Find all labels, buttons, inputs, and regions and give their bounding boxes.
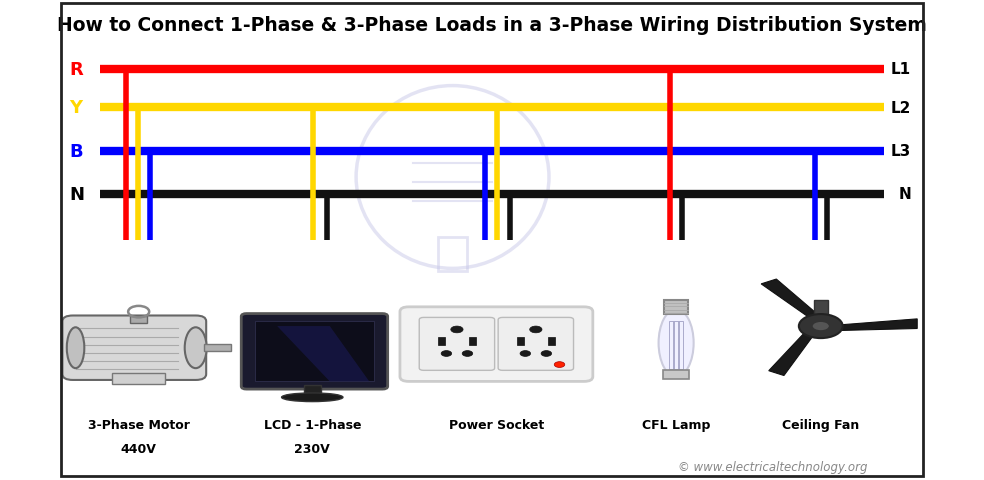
Bar — [112, 373, 165, 384]
Text: N: N — [898, 187, 911, 202]
Bar — [678, 322, 683, 370]
Polygon shape — [825, 319, 917, 331]
Polygon shape — [762, 279, 827, 325]
FancyBboxPatch shape — [241, 314, 388, 389]
Circle shape — [554, 362, 565, 368]
Bar — [130, 316, 148, 323]
Bar — [205, 345, 230, 351]
Bar — [548, 337, 555, 346]
FancyBboxPatch shape — [400, 307, 592, 382]
Bar — [669, 322, 674, 370]
Text: CFL Lamp: CFL Lamp — [642, 418, 710, 432]
Text: L1: L1 — [891, 62, 911, 77]
Ellipse shape — [67, 327, 85, 369]
Ellipse shape — [281, 393, 343, 402]
Text: © www.electricaltechnology.org: © www.electricaltechnology.org — [678, 460, 867, 473]
Bar — [663, 371, 689, 379]
Text: 3-Phase Motor: 3-Phase Motor — [88, 418, 190, 432]
Text: Power Socket: Power Socket — [449, 418, 544, 432]
Bar — [255, 322, 374, 382]
Text: How to Connect 1-Phase & 3-Phase Loads in a 3-Phase Wiring Distribution System: How to Connect 1-Phase & 3-Phase Loads i… — [57, 15, 927, 35]
Text: Ceiling Fan: Ceiling Fan — [782, 418, 859, 432]
Bar — [673, 322, 679, 370]
Bar — [469, 337, 476, 346]
Ellipse shape — [185, 327, 207, 369]
FancyBboxPatch shape — [419, 318, 495, 371]
Text: R: R — [70, 60, 84, 79]
Polygon shape — [277, 326, 369, 382]
Text: L2: L2 — [891, 100, 911, 116]
Ellipse shape — [658, 310, 694, 377]
Circle shape — [521, 351, 530, 357]
Circle shape — [541, 351, 552, 357]
Bar — [438, 337, 445, 346]
Bar — [303, 385, 321, 395]
Text: 440V: 440V — [121, 442, 156, 456]
Text: Y: Y — [70, 99, 83, 117]
Text: L3: L3 — [891, 144, 911, 159]
Circle shape — [812, 322, 830, 331]
Polygon shape — [769, 325, 819, 376]
Circle shape — [529, 326, 542, 333]
Bar — [438, 238, 467, 271]
Bar — [517, 337, 523, 346]
Text: N: N — [70, 185, 85, 204]
Bar — [814, 300, 828, 319]
Bar — [664, 300, 689, 314]
FancyBboxPatch shape — [62, 316, 207, 380]
Text: 230V: 230V — [294, 442, 331, 456]
Circle shape — [462, 351, 472, 357]
Circle shape — [799, 314, 842, 338]
Text: LCD - 1-Phase: LCD - 1-Phase — [264, 418, 361, 432]
FancyBboxPatch shape — [498, 318, 574, 371]
Circle shape — [451, 326, 463, 333]
Text: B: B — [70, 142, 83, 160]
Circle shape — [441, 351, 452, 357]
